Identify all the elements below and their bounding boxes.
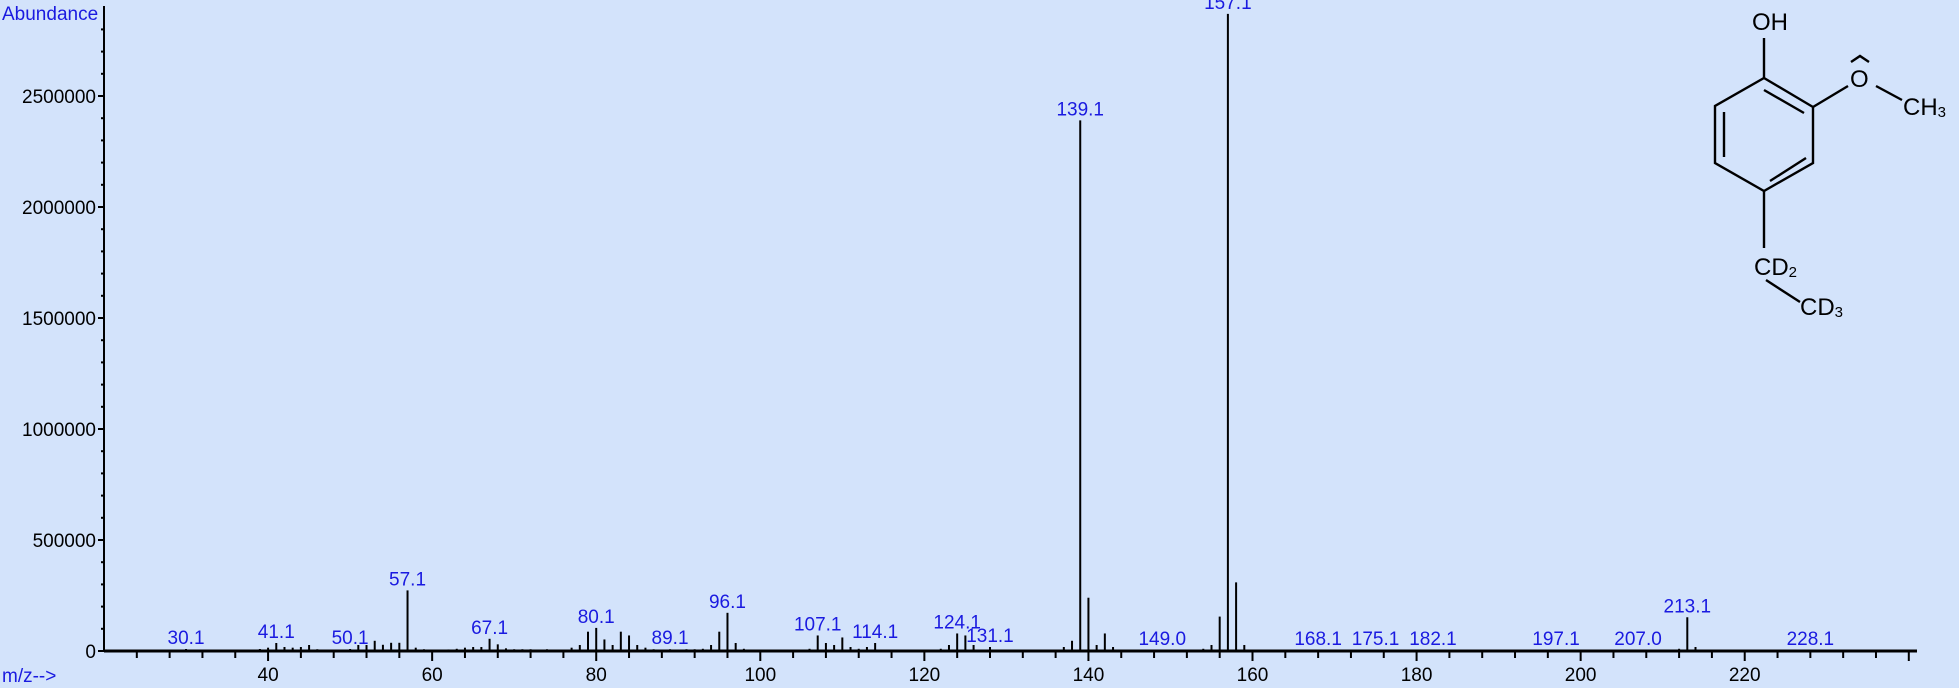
axes: 40 60 80 100 120 140 160 180 200 220 0 500000 100000… <box>22 6 1917 686</box>
peak-label: 149.0 <box>1138 629 1186 650</box>
y-tick-label: 2500000 <box>22 87 96 108</box>
x-tick-label: 120 <box>909 665 941 686</box>
peak-label: 131.1 <box>966 626 1014 647</box>
peak-label: 67.1 <box>471 618 508 639</box>
peak-label: 175.1 <box>1352 629 1400 650</box>
peak-label: 207.0 <box>1614 629 1662 650</box>
x-tick-label: 220 <box>1729 665 1761 686</box>
peak-label: 80.1 <box>578 607 615 628</box>
x-axis-label: m/z--> <box>2 666 56 687</box>
peak-label: 89.1 <box>652 628 689 649</box>
peak-label: 41.1 <box>258 622 295 643</box>
peak-label: 114.1 <box>852 622 898 643</box>
chemical-structure <box>1713 38 1903 304</box>
peak-label: 182.1 <box>1409 629 1457 650</box>
x-tick-label: 160 <box>1237 665 1269 686</box>
y-tick-label: 2000000 <box>22 198 96 219</box>
peak-label: 30.1 <box>168 628 205 649</box>
benzene-ring <box>1713 76 1815 193</box>
cd3-label: CD3 <box>1800 294 1843 321</box>
x-tick-label: 200 <box>1565 665 1597 686</box>
peak-label: 213.1 <box>1664 596 1712 617</box>
peak-labels: 30.1 41.1 50.1 57.1 67.1 80.1 89.1 96.1 107.1 114… <box>168 0 1835 650</box>
peak-label: 50.1 <box>332 628 369 649</box>
double-bond <box>1769 156 1807 183</box>
peak-label: 57.1 <box>389 569 426 590</box>
o-bond <box>1812 84 1849 109</box>
cd2-label: CD2 <box>1754 254 1797 281</box>
peaks <box>185 13 1812 651</box>
peak-label: 107.1 <box>794 614 842 635</box>
ch3-label: CH3 <box>1903 94 1946 121</box>
x-tick-label: 60 <box>422 665 443 686</box>
lone-pair <box>1850 54 1870 63</box>
peak-label: 139.1 <box>1056 99 1104 120</box>
peak-label: 197.1 <box>1532 629 1580 650</box>
x-tick-label: 100 <box>744 665 776 686</box>
x-tick-label: 80 <box>586 665 607 686</box>
x-tick-label: 40 <box>258 665 279 686</box>
peak-label: 96.1 <box>709 592 746 613</box>
y-tick-label: 0 <box>85 642 96 663</box>
y-tick-label: 1000000 <box>22 420 96 441</box>
x-tick-label: 140 <box>1073 665 1105 686</box>
peak-label: 168.1 <box>1294 629 1342 650</box>
o-label: O <box>1850 66 1869 93</box>
peak-label: 157.1 <box>1204 0 1252 14</box>
y-tick-label: 1500000 <box>22 309 96 330</box>
cd3-bond <box>1765 278 1801 304</box>
peak-label: 124.1 <box>933 612 981 633</box>
peak-label: 228.1 <box>1787 629 1835 650</box>
oh-label: OH <box>1752 9 1788 36</box>
ch3-bond <box>1875 84 1903 102</box>
y-axis-label: Abundance <box>2 4 98 25</box>
x-tick-label: 180 <box>1401 665 1433 686</box>
double-bond <box>1763 88 1805 115</box>
y-tick-label: 500000 <box>33 531 96 552</box>
